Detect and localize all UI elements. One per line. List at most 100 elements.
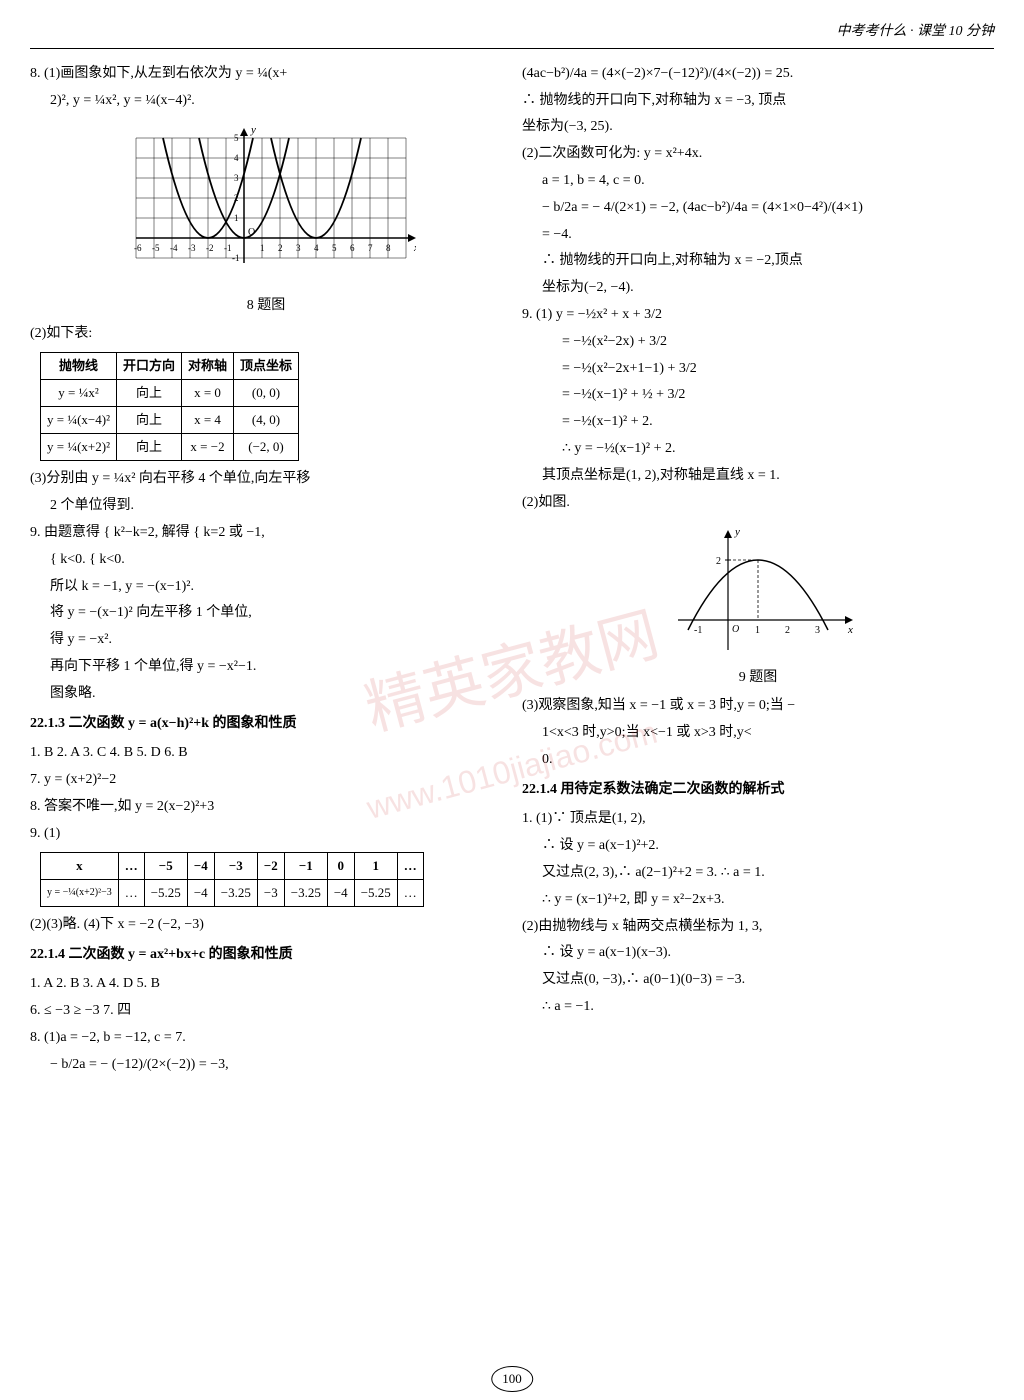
r9-1d: = −½(x−1)² + ½ + 3/2 (522, 383, 994, 407)
svg-text:3: 3 (234, 173, 239, 183)
table-cell: −3.25 (214, 879, 257, 906)
table-cell: x (41, 852, 119, 879)
r1: (4ac−b²)/4a = (4×(−2)×7−(−12)²)/(4×(−2))… (522, 62, 994, 86)
svg-text:7: 7 (368, 243, 373, 253)
table-cell: … (118, 879, 144, 906)
svg-text:2: 2 (716, 556, 721, 567)
svg-text:y: y (250, 124, 256, 136)
problem-8-2214a: 8. (1)a = −2, b = −12, c = 7. (30, 1026, 502, 1050)
r9-1a: 9. (1) y = −½x² + x + 3/2 (522, 303, 994, 327)
table-cell: x = 4 (181, 407, 233, 434)
answer-9b: (2)(3)略. (4)下 x = −2 (−2, −3) (30, 913, 502, 937)
table-cell: −4 (187, 852, 214, 879)
svg-text:x: x (413, 242, 416, 254)
problem-9a: 9. 由题意得 { k²−k=2, 解得 { k=2 或 −1, (30, 521, 502, 545)
section-2213-title: 22.1.3 二次函数 y = a(x−h)²+k 的图象和性质 (30, 712, 502, 736)
r9-3b: 1<x<3 时,y>0;当 x<−1 或 x>3 时,y< (522, 721, 994, 745)
table-cell: y = ¼(x−4)² (41, 407, 117, 434)
table-8-h2: 对称轴 (181, 352, 233, 379)
problem-8-1: 8. (1)画图象如下,从左到右依次为 y = ¼(x+ (30, 62, 502, 86)
svg-text:-3: -3 (188, 243, 196, 253)
table-8-h1: 开口方向 (116, 352, 181, 379)
r9-3c: 0. (522, 748, 994, 772)
r2: ∴ 抛物线的开口向下,对称轴为 x = −3, 顶点 (522, 89, 994, 113)
chart-9-parabola: x y O -1 1 2 3 2 (658, 520, 858, 660)
answers-2214-1-5: 1. A 2. B 3. A 4. D 5. B (30, 972, 502, 996)
table-cell: −4 (327, 879, 354, 906)
svg-text:-1: -1 (694, 625, 702, 636)
section-2214-title: 22.1.4 二次函数 y = ax²+bx+c 的图象和性质 (30, 943, 502, 967)
svg-text:5: 5 (234, 133, 239, 143)
two-column-layout: 8. (1)画图象如下,从左到右依次为 y = ¼(x+ 2)², y = ¼x… (30, 59, 994, 1080)
table-cell: 0 (327, 852, 354, 879)
table-cell: −2 (257, 852, 284, 879)
answer-9: 9. (1) (30, 822, 502, 846)
r9: 坐标为(−2, −4). (522, 276, 994, 300)
svg-text:-2: -2 (206, 243, 214, 253)
svg-text:O: O (732, 624, 739, 635)
problem-9e: 再向下平移 1 个单位,得 y = −x²−1. (30, 655, 502, 679)
s2a: (2)由抛物线与 x 轴两交点横坐标为 1, 3, (522, 915, 994, 939)
table-cell: 向上 (116, 407, 181, 434)
r5: a = 1, b = 4, c = 0. (522, 169, 994, 193)
answer-7: 7. y = (x+2)²−2 (30, 768, 502, 792)
table-cell: y = ¼(x+2)² (41, 434, 117, 461)
table-cell: (0, 0) (234, 380, 299, 407)
table-cell: 向上 (116, 380, 181, 407)
table-cell: −4 (187, 879, 214, 906)
table-cell: … (397, 879, 423, 906)
page-number: 100 (491, 1366, 533, 1392)
figure-9-label: 9 题图 (522, 666, 994, 690)
svg-text:3: 3 (296, 243, 301, 253)
svg-text:2: 2 (785, 625, 790, 636)
svg-text:4: 4 (234, 153, 239, 163)
table-cell: … (397, 852, 423, 879)
table-cell: y = −¼(x+2)²−3 (41, 879, 119, 906)
s1b: ∴ 设 y = a(x−1)²+2. (522, 834, 994, 858)
table-cell: 1 (354, 852, 397, 879)
svg-text:-1: -1 (232, 253, 240, 263)
table-8-h3: 顶点坐标 (234, 352, 299, 379)
s1a: 1. (1)∵ 顶点是(1, 2), (522, 807, 994, 831)
r9-3a: (3)观察图象,知当 x = −1 或 x = 3 时,y = 0;当 − (522, 694, 994, 718)
section-2214b-title: 22.1.4 用待定系数法确定二次函数的解析式 (522, 778, 994, 802)
s1d: ∴ y = (x−1)²+2, 即 y = x²−2x+3. (522, 888, 994, 912)
table-cell: (4, 0) (234, 407, 299, 434)
table-8: 抛物线 开口方向 对称轴 顶点坐标 y = ¼x² 向上 x = 0 (0, 0… (40, 352, 299, 461)
table-cell: x = −2 (181, 434, 233, 461)
s2c: 又过点(0, −3),∴ a(0−1)(0−3) = −3. (522, 968, 994, 992)
table-cell: −3 (214, 852, 257, 879)
answers-1-6: 1. B 2. A 3. C 4. B 5. D 6. B (30, 741, 502, 765)
svg-text:-4: -4 (170, 243, 178, 253)
s2d: ∴ a = −1. (522, 995, 994, 1019)
table-cell: −5 (144, 852, 187, 879)
answer-8: 8. 答案不唯一,如 y = 2(x−2)²+3 (30, 795, 502, 819)
svg-text:1: 1 (755, 625, 760, 636)
r9-1g: 其顶点坐标是(1, 2),对称轴是直线 x = 1. (522, 464, 994, 488)
table-cell: (−2, 0) (234, 434, 299, 461)
table-cell: −5.25 (354, 879, 397, 906)
r3: 坐标为(−3, 25). (522, 115, 994, 139)
svg-text:1: 1 (260, 243, 265, 253)
table-cell: −3.25 (284, 879, 327, 906)
r9-1f: ∴ y = −½(x−1)² + 2. (522, 437, 994, 461)
problem-8-2214b: − b/2a = − (−12)/(2×(−2)) = −3, (30, 1053, 502, 1077)
svg-text:5: 5 (332, 243, 337, 253)
r8: ∴ 抛物线的开口向上,对称轴为 x = −2,顶点 (522, 249, 994, 273)
table-9: x … −5 −4 −3 −2 −1 0 1 … y = −¼(x+2)²−3 … (40, 852, 424, 907)
svg-text:6: 6 (350, 243, 355, 253)
table-cell: −1 (284, 852, 327, 879)
r9-1c: = −½(x²−2x+1−1) + 3/2 (522, 357, 994, 381)
right-column: (4ac−b²)/4a = (4×(−2)×7−(−12)²)/(4×(−2))… (522, 59, 994, 1080)
svg-text:x: x (847, 624, 853, 636)
s2b: ∴ 设 y = a(x−1)(x−3). (522, 941, 994, 965)
problem-8-3a: (3)分别由 y = ¼x² 向右平移 4 个单位,向左平移 (30, 467, 502, 491)
svg-text:8: 8 (386, 243, 391, 253)
problem-9d: 得 y = −x². (30, 628, 502, 652)
table-cell: y = ¼x² (41, 380, 117, 407)
table-cell: x = 0 (181, 380, 233, 407)
svg-text:3: 3 (815, 625, 820, 636)
svg-text:-1: -1 (224, 243, 232, 253)
r9-2: (2)如图. (522, 491, 994, 515)
r9-1b: = −½(x²−2x) + 3/2 (522, 330, 994, 354)
